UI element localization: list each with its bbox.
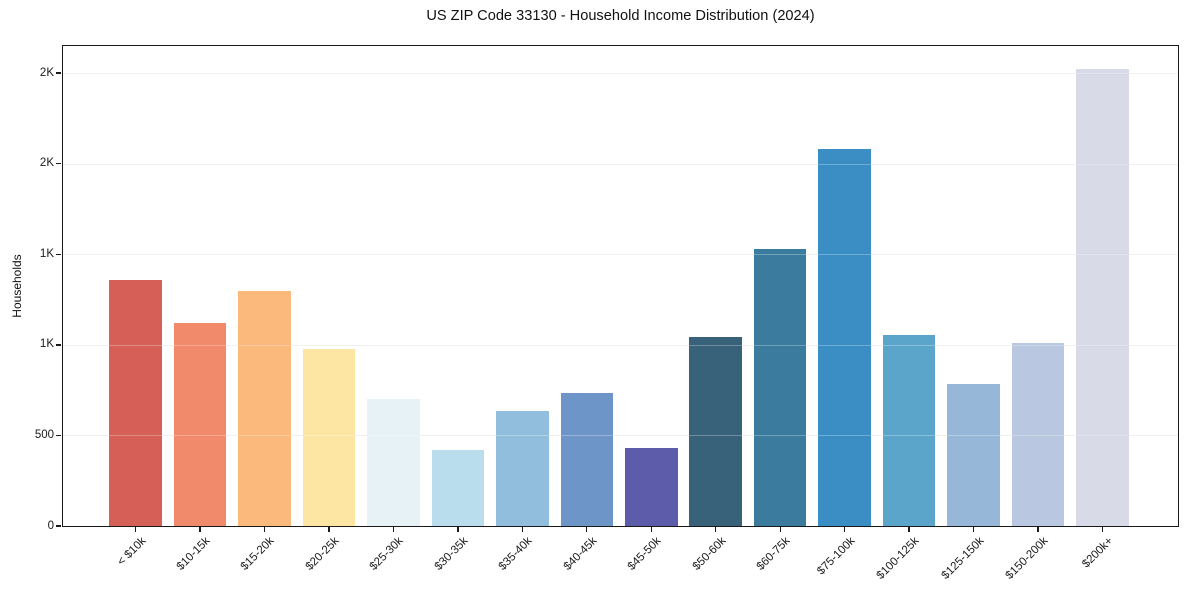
x-axis-tick	[199, 527, 201, 532]
bar	[625, 448, 678, 526]
gridline	[62, 254, 1179, 256]
bar	[560, 392, 614, 526]
x-axis-tick	[908, 527, 910, 532]
bar	[109, 279, 162, 526]
chart-title: US ZIP Code 33130 - Household Income Dis…	[426, 8, 815, 24]
bar	[173, 323, 227, 526]
x-axis-tick	[650, 527, 652, 532]
bar	[882, 334, 936, 526]
x-axis-tick	[715, 527, 717, 532]
bar	[753, 248, 807, 526]
bar	[947, 383, 1000, 526]
plot-area	[62, 46, 1179, 526]
x-axis-tick	[586, 527, 588, 532]
y-tick-label: 500	[34, 428, 54, 441]
x-axis-tick	[457, 527, 459, 532]
gridline	[62, 73, 1179, 75]
x-axis-tick	[328, 527, 330, 532]
x-axis-tick	[521, 527, 523, 532]
y-tick-label: 0	[47, 519, 54, 532]
gridline	[62, 344, 1179, 346]
gridline	[62, 435, 1179, 437]
x-axis-tick	[134, 527, 137, 532]
y-axis-label: Households	[10, 254, 24, 318]
y-axis-tick	[56, 344, 61, 346]
y-axis-tick	[56, 525, 61, 527]
x-axis-tick	[779, 527, 781, 532]
x-axis-tick	[843, 527, 846, 532]
y-axis-tick	[56, 163, 61, 165]
bar	[1076, 68, 1129, 526]
gridline	[62, 163, 1179, 165]
y-axis-tick	[56, 253, 61, 255]
x-axis-tick	[972, 527, 975, 532]
gridline-overlay	[62, 254, 1179, 256]
gridline-overlay	[62, 435, 1179, 437]
gridline-overlay	[62, 73, 1179, 75]
gridline-overlay	[62, 344, 1179, 346]
bar	[431, 449, 485, 526]
y-tick-label: 1K	[39, 338, 54, 351]
y-tick-label: 2K	[39, 157, 54, 170]
y-tick-label: 1K	[39, 247, 54, 260]
bar	[689, 336, 742, 526]
bar	[238, 290, 291, 526]
y-axis-tick	[56, 434, 61, 437]
x-axis-tick	[1101, 527, 1104, 532]
x-axis-tick	[1037, 527, 1039, 532]
bar	[496, 410, 549, 526]
bar	[367, 399, 420, 526]
x-axis-tick	[263, 527, 266, 532]
gridline-overlay	[62, 163, 1179, 165]
x-tick-label: < $10k	[114, 535, 148, 569]
x-axis-tick	[392, 527, 395, 532]
y-tick-label: 2K	[39, 66, 54, 79]
bar	[818, 149, 871, 526]
bar	[302, 349, 356, 526]
y-axis-tick	[56, 72, 61, 74]
bar	[1011, 343, 1065, 526]
